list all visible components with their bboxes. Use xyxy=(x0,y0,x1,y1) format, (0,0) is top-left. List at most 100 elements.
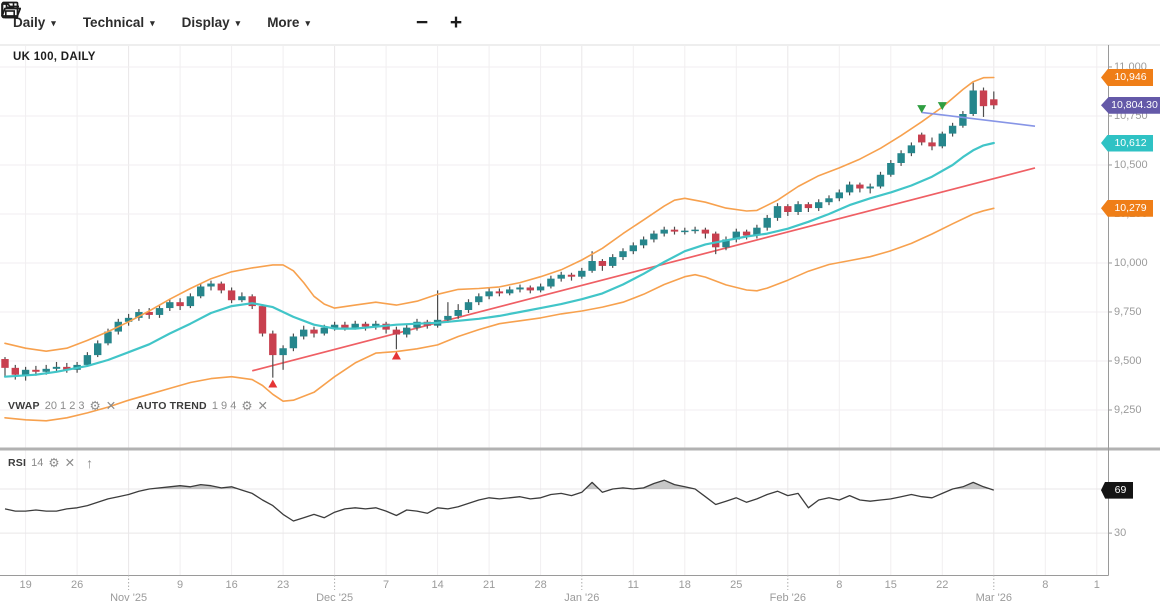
pane-divider[interactable] xyxy=(0,447,1160,451)
auto-trend-indicator-label: AUTO TREND xyxy=(136,400,207,413)
candle-body xyxy=(866,186,874,189)
candle-body xyxy=(289,336,298,349)
price-axis-label: 9,500 xyxy=(1114,354,1142,367)
rsi-overbought-fill xyxy=(585,482,599,489)
blue-trend-line[interactable] xyxy=(921,111,1036,127)
menu-technical[interactable]: Technical ▾ xyxy=(83,15,155,30)
time-axis-week-label: 23 xyxy=(276,579,290,591)
time-axis-week-label: 8 xyxy=(1042,579,1049,591)
candle-body xyxy=(609,257,617,266)
candle-body xyxy=(11,367,19,375)
close-icon[interactable]: ✕ xyxy=(105,399,117,413)
rsi-indicator-params: 14 xyxy=(31,457,44,469)
time-axis-month-label: Jan '26 xyxy=(564,592,600,604)
gear-icon[interactable]: ⚙ xyxy=(48,455,60,470)
price-badge: 10,804.30 xyxy=(1101,96,1160,114)
candle-body xyxy=(845,184,854,193)
time-axis-week-label: 7 xyxy=(383,579,390,591)
price-badge: 10,946 xyxy=(1101,69,1153,86)
open-chart-button[interactable] xyxy=(1,3,367,35)
candle-body xyxy=(784,206,792,213)
close-icon[interactable]: ✕ xyxy=(257,399,269,413)
candle-body xyxy=(536,286,545,291)
candle-body xyxy=(835,192,843,199)
menu-daily[interactable]: Daily ▾ xyxy=(13,15,56,30)
candle-body xyxy=(351,323,359,328)
time-axis-week-label: 8 xyxy=(836,579,843,591)
candle-body xyxy=(63,366,71,370)
save-chart-button[interactable] xyxy=(1,1,401,35)
candle-body xyxy=(629,245,637,252)
zoom-in-button[interactable]: + xyxy=(443,9,469,35)
candle-body xyxy=(948,125,957,134)
auto-trend-line[interactable] xyxy=(251,167,1036,372)
candle-body xyxy=(928,142,936,147)
menu-more[interactable]: More ▾ xyxy=(267,15,310,30)
vwap-indicator-params: 20 1 2 3 xyxy=(44,400,85,413)
candle-body xyxy=(691,229,699,232)
vwap-line xyxy=(3,141,995,378)
rsi-line xyxy=(4,479,994,522)
candle-body xyxy=(21,369,30,375)
candle-body xyxy=(753,227,761,236)
candle-body xyxy=(567,274,576,277)
candle-body xyxy=(341,324,349,328)
candle-body xyxy=(856,184,864,189)
sell-signal-marker xyxy=(937,102,947,111)
gear-icon[interactable]: ⚙ xyxy=(89,399,101,413)
rsi-indicator-label: RSI xyxy=(8,457,27,469)
candle-body xyxy=(660,229,668,234)
time-axis-week-label: 26 xyxy=(70,579,84,591)
vwap-indicator-label: VWAP xyxy=(8,400,40,413)
candle-body xyxy=(918,134,926,143)
price-axis-label: 10,500 xyxy=(1114,158,1148,171)
candle-body xyxy=(176,302,184,307)
candle-body xyxy=(454,310,462,316)
candle-body xyxy=(42,368,50,372)
candle-body xyxy=(32,369,40,372)
chevron-down-icon: ▾ xyxy=(51,17,56,28)
candle-body xyxy=(722,239,730,248)
candle-body xyxy=(681,230,689,233)
close-icon[interactable]: ✕ xyxy=(64,455,76,470)
candle-body xyxy=(155,308,164,315)
candle-body xyxy=(588,261,596,271)
candle-body xyxy=(547,278,555,287)
candle-body xyxy=(320,327,328,334)
vwap-lower-band-line xyxy=(4,207,995,422)
chevron-down-icon: ▾ xyxy=(235,17,241,28)
gear-icon[interactable]: ⚙ xyxy=(241,399,253,413)
candle-body xyxy=(506,289,514,294)
menu-more-label: More xyxy=(267,14,300,30)
price-axis-label: 9,250 xyxy=(1114,403,1142,416)
candle-body xyxy=(742,231,751,236)
menu-display[interactable]: Display ▾ xyxy=(182,15,241,30)
candle-body xyxy=(619,251,627,258)
candle-body xyxy=(938,133,946,147)
time-axis-month-label: Mar '26 xyxy=(975,592,1012,604)
candle-body xyxy=(598,261,607,266)
candle-body xyxy=(83,355,92,365)
plus-icon: + xyxy=(449,10,463,34)
candle-body xyxy=(330,324,339,328)
candle-body xyxy=(670,229,679,232)
candle-body xyxy=(701,229,710,234)
arrow-up-icon[interactable]: ↑ xyxy=(86,455,94,471)
zoom-out-button[interactable]: − xyxy=(409,9,435,35)
candle-body xyxy=(300,329,308,337)
candle-body xyxy=(372,323,380,327)
buy-signal-marker xyxy=(268,379,278,388)
candle-body xyxy=(959,113,967,126)
candle-body xyxy=(392,329,401,335)
candle-body xyxy=(207,283,215,287)
candle-body xyxy=(258,306,267,334)
auto-trend-indicator-params: 1 9 4 xyxy=(211,400,237,413)
candle-body xyxy=(403,327,411,335)
menu-daily-label: Daily xyxy=(13,14,46,30)
candle-body xyxy=(135,311,143,318)
candle-body xyxy=(979,90,988,107)
price-axis-label: 9,750 xyxy=(1114,305,1142,318)
candle-body xyxy=(310,329,318,334)
candle-body xyxy=(104,331,112,344)
